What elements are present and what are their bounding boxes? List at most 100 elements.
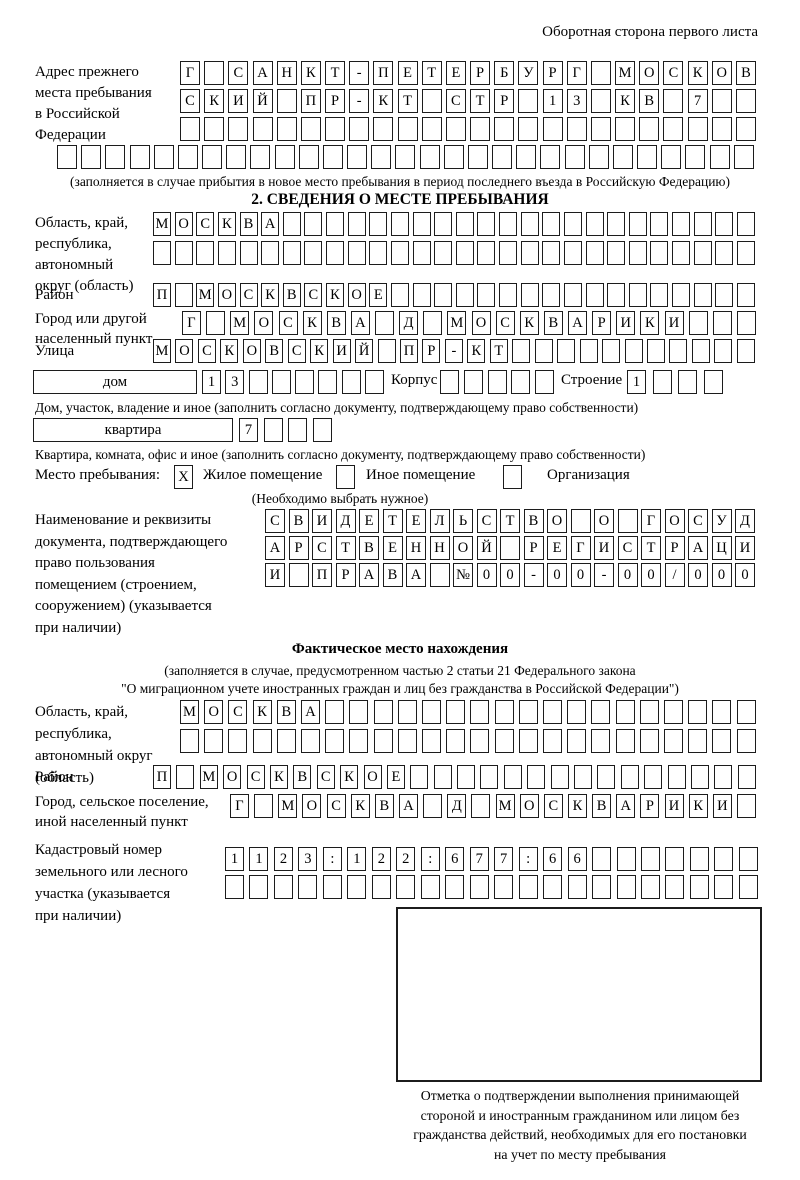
char-cell[interactable] — [640, 875, 660, 899]
char-cell[interactable]: 0 — [641, 563, 661, 587]
char-cell[interactable] — [512, 339, 531, 363]
char-cell[interactable] — [204, 61, 225, 85]
char-cell[interactable]: Т — [470, 89, 491, 113]
char-cell[interactable]: Р — [640, 794, 660, 818]
char-cell[interactable]: И — [265, 563, 285, 587]
char-cell[interactable] — [714, 875, 734, 899]
char-cell[interactable]: 0 — [711, 563, 732, 587]
char-cell[interactable]: С — [663, 61, 684, 85]
char-cell[interactable] — [616, 847, 636, 871]
char-cell[interactable]: С — [688, 509, 708, 533]
char-cell[interactable]: П — [373, 61, 394, 85]
char-cell[interactable] — [288, 418, 308, 442]
stay-type-checkbox-other[interactable] — [336, 465, 355, 489]
char-cell[interactable]: О — [547, 509, 567, 533]
char-cell[interactable] — [494, 875, 514, 899]
char-cell[interactable]: Й — [252, 89, 273, 113]
char-cell[interactable]: 7 — [239, 418, 258, 442]
char-cell[interactable] — [518, 117, 539, 141]
char-cell[interactable] — [434, 283, 453, 307]
char-cell[interactable] — [685, 145, 706, 169]
char-cell[interactable]: М — [615, 61, 636, 85]
char-cell[interactable] — [457, 765, 476, 789]
char-cell[interactable] — [369, 212, 388, 236]
char-cell[interactable]: Р — [470, 61, 491, 85]
char-cell[interactable]: М — [153, 212, 171, 236]
char-cell[interactable] — [585, 212, 604, 236]
char-cell[interactable] — [520, 241, 539, 265]
char-cell[interactable] — [737, 765, 756, 789]
char-cell[interactable]: - — [349, 61, 370, 85]
char-cell[interactable] — [714, 847, 734, 871]
char-cell[interactable] — [446, 700, 466, 724]
char-cell[interactable] — [703, 370, 723, 394]
char-cell[interactable]: Р — [523, 536, 544, 560]
char-cell[interactable] — [736, 283, 755, 307]
char-cell[interactable]: С — [278, 311, 298, 335]
char-cell[interactable] — [639, 700, 659, 724]
char-cell[interactable] — [304, 241, 323, 265]
char-cell[interactable]: Е — [382, 536, 403, 560]
char-cell[interactable]: А — [350, 311, 370, 335]
char-cell[interactable]: - — [594, 563, 614, 587]
char-cell[interactable] — [612, 145, 633, 169]
char-cell[interactable] — [226, 145, 247, 169]
char-cell[interactable] — [347, 212, 366, 236]
char-cell[interactable] — [467, 145, 488, 169]
char-cell[interactable]: 1 — [202, 370, 221, 394]
char-cell[interactable]: С — [228, 61, 249, 85]
char-cell[interactable] — [688, 729, 708, 753]
char-cell[interactable]: Р — [592, 311, 612, 335]
char-cell[interactable] — [249, 875, 269, 899]
char-cell[interactable] — [588, 145, 609, 169]
char-cell[interactable] — [271, 370, 291, 394]
char-cell[interactable] — [276, 117, 297, 141]
char-cell[interactable] — [516, 145, 537, 169]
char-cell[interactable] — [563, 241, 582, 265]
char-cell[interactable] — [615, 117, 636, 141]
char-cell[interactable]: Р — [542, 61, 563, 85]
char-cell[interactable] — [678, 370, 698, 394]
char-cell[interactable] — [735, 89, 756, 113]
char-cell[interactable] — [397, 729, 417, 753]
char-cell[interactable] — [153, 145, 174, 169]
char-cell[interactable] — [607, 283, 626, 307]
char-cell[interactable] — [202, 145, 223, 169]
char-cell[interactable]: Г — [641, 509, 661, 533]
char-cell[interactable] — [518, 875, 538, 899]
char-cell[interactable]: Е — [369, 283, 388, 307]
char-cell[interactable] — [261, 241, 280, 265]
char-cell[interactable]: В — [276, 700, 296, 724]
char-cell[interactable] — [735, 117, 756, 141]
char-cell[interactable]: И — [664, 311, 684, 335]
char-cell[interactable]: К — [310, 339, 329, 363]
char-cell[interactable] — [180, 729, 199, 753]
char-cell[interactable] — [542, 212, 561, 236]
char-cell[interactable]: Т — [500, 509, 520, 533]
char-cell[interactable]: Г — [570, 536, 591, 560]
char-cell[interactable]: Т — [382, 509, 403, 533]
char-cell[interactable] — [711, 89, 732, 113]
char-cell[interactable] — [349, 700, 369, 724]
char-cell[interactable]: Д — [447, 794, 467, 818]
char-cell[interactable]: Г — [230, 794, 249, 818]
char-cell[interactable] — [672, 212, 690, 236]
char-cell[interactable] — [646, 339, 665, 363]
char-cell[interactable]: 6 — [543, 847, 563, 871]
char-cell[interactable]: Н — [406, 536, 426, 560]
char-cell[interactable] — [672, 241, 690, 265]
char-cell[interactable]: О — [711, 61, 732, 85]
char-cell[interactable]: М — [153, 339, 171, 363]
char-cell[interactable]: Р — [335, 563, 356, 587]
char-cell[interactable] — [624, 339, 643, 363]
char-cell[interactable]: С — [476, 509, 497, 533]
char-cell[interactable]: С — [239, 283, 258, 307]
char-cell[interactable] — [369, 241, 388, 265]
char-cell[interactable] — [736, 339, 755, 363]
char-cell[interactable]: С — [180, 89, 200, 113]
char-cell[interactable] — [298, 145, 319, 169]
char-cell[interactable]: С — [196, 212, 215, 236]
char-cell[interactable] — [375, 311, 394, 335]
char-cell[interactable]: 0 — [547, 563, 567, 587]
char-cell[interactable] — [494, 700, 514, 724]
